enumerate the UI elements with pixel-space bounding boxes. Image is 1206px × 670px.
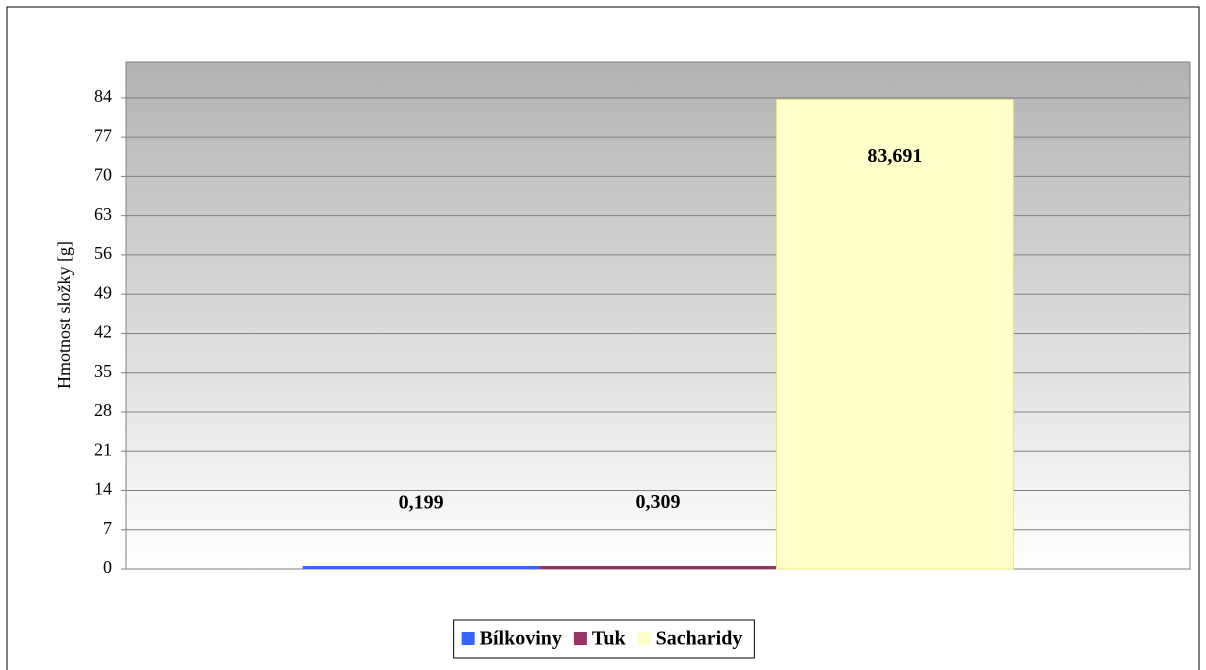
y-tick-label: 70	[94, 165, 112, 185]
value-label: 83,691	[867, 145, 922, 167]
y-tick-label: 0	[103, 557, 112, 577]
legend-box	[453, 619, 755, 659]
legend-swatch	[461, 632, 475, 645]
y-tick-label: 7	[103, 518, 112, 538]
legend-swatch	[637, 632, 651, 645]
value-label: 0,309	[636, 491, 681, 513]
bar	[302, 566, 540, 569]
y-tick-label: 49	[94, 282, 112, 302]
legend-swatch	[573, 632, 587, 645]
y-tick-label: 21	[94, 439, 112, 459]
legend-label: Bílkoviny	[480, 628, 562, 650]
legend-label: Sacharidy	[656, 628, 743, 650]
y-tick-label: 42	[94, 322, 112, 342]
bar	[539, 566, 777, 569]
y-axis-label: Hmotnost složky [g]	[54, 241, 74, 389]
y-tick-label: 63	[94, 204, 112, 224]
y-tick-label: 84	[94, 86, 112, 106]
value-label: 0,199	[399, 491, 444, 513]
legend-label: Tuk	[592, 628, 627, 650]
y-tick-label: 56	[94, 243, 112, 263]
y-tick-label: 28	[94, 400, 112, 420]
y-tick-label: 77	[94, 125, 112, 145]
y-tick-label: 35	[94, 361, 112, 381]
bar	[775, 99, 1014, 570]
y-tick-label: 14	[94, 479, 112, 499]
